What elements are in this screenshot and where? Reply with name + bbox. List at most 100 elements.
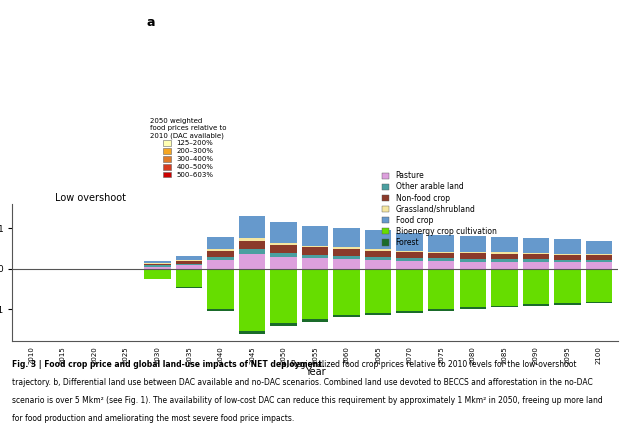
Bar	[491, 252, 517, 254]
Bar	[144, 265, 171, 266]
Bar	[554, 269, 580, 303]
Bar	[554, 260, 580, 262]
Bar	[176, 261, 202, 264]
Bar	[333, 269, 360, 315]
Bar	[428, 258, 454, 261]
Bar	[270, 222, 297, 243]
Bar	[428, 253, 454, 258]
Bar	[428, 269, 454, 309]
Bar	[365, 257, 391, 260]
Bar	[176, 287, 202, 288]
Bar	[459, 253, 486, 259]
Bar	[207, 269, 234, 309]
Bar	[365, 251, 391, 257]
Bar	[270, 269, 297, 323]
Bar	[522, 262, 549, 269]
Bar	[585, 263, 612, 269]
Bar	[239, 250, 265, 254]
Bar	[176, 257, 202, 260]
Bar	[428, 251, 454, 253]
Bar	[365, 269, 391, 313]
Bar	[522, 253, 549, 254]
Bar	[239, 254, 265, 269]
Text: scenario is over 5 Mkm² (see Fig. 1). The availability of low-cost DAC can reduc: scenario is over 5 Mkm² (see Fig. 1). Th…	[12, 396, 603, 405]
Bar	[302, 258, 328, 269]
Bar	[396, 258, 423, 261]
Bar	[333, 228, 360, 247]
Bar	[459, 307, 486, 308]
Bar	[365, 313, 391, 315]
Bar	[522, 304, 549, 306]
Bar	[270, 323, 297, 326]
Bar	[459, 259, 486, 262]
Text: for food production and ameliorating the most severe food price impacts.: for food production and ameliorating the…	[12, 414, 295, 423]
Text: trajectory. b, Differential land use between DAC available and no-DAC scenarios.: trajectory. b, Differential land use bet…	[12, 378, 593, 387]
Bar	[396, 233, 423, 251]
Bar	[176, 265, 202, 269]
Bar	[491, 254, 517, 259]
Bar	[585, 255, 612, 260]
Bar	[491, 237, 517, 252]
Bar	[239, 216, 265, 238]
Text: a, Regionalized food crop prices relative to 2010 levels for the low-overshoot: a, Regionalized food crop prices relativ…	[279, 360, 577, 369]
Bar	[459, 262, 486, 269]
Bar	[396, 252, 423, 258]
Bar	[207, 257, 234, 260]
Bar	[333, 249, 360, 256]
Bar	[491, 269, 517, 306]
Bar	[554, 255, 580, 260]
Bar	[302, 269, 328, 319]
Bar	[144, 261, 171, 263]
Bar	[522, 259, 549, 262]
Bar	[396, 269, 423, 311]
Bar	[207, 251, 234, 257]
Bar	[302, 246, 328, 248]
Bar	[365, 249, 391, 251]
Bar	[396, 311, 423, 313]
Bar	[459, 236, 486, 252]
Bar	[554, 262, 580, 269]
Bar	[333, 247, 360, 249]
Bar	[396, 261, 423, 269]
Bar	[239, 331, 265, 334]
Text: a: a	[147, 16, 155, 29]
Bar	[207, 250, 234, 251]
Bar	[270, 245, 297, 253]
Bar	[365, 230, 391, 249]
Bar	[491, 262, 517, 269]
Bar	[239, 241, 265, 250]
Bar	[176, 264, 202, 265]
Bar	[585, 260, 612, 263]
Bar	[302, 248, 328, 255]
Bar	[365, 260, 391, 269]
Bar	[207, 260, 234, 269]
Text: Low overshoot: Low overshoot	[55, 193, 126, 203]
Bar	[428, 309, 454, 311]
Bar	[554, 254, 580, 255]
Bar	[491, 306, 517, 308]
Legend: 125–200%, 200–300%, 300–400%, 400–500%, 500–603%: 125–200%, 200–300%, 300–400%, 400–500%, …	[147, 115, 230, 181]
Legend: Pasture, Other arable land, Non-food crop, Grassland/shrubland, Food crop, Bioen: Pasture, Other arable land, Non-food cro…	[379, 169, 499, 249]
Bar	[554, 303, 580, 305]
Bar	[585, 254, 612, 255]
Bar	[144, 266, 171, 269]
Bar	[302, 226, 328, 246]
Bar	[522, 269, 549, 304]
Bar	[333, 259, 360, 269]
Bar	[333, 315, 360, 317]
Bar	[239, 269, 265, 331]
Bar	[396, 251, 423, 252]
Bar	[522, 254, 549, 259]
X-axis label: Year: Year	[305, 367, 326, 377]
Bar	[144, 264, 171, 265]
Bar	[207, 309, 234, 311]
Bar	[585, 241, 612, 254]
Bar	[302, 319, 328, 322]
Bar	[144, 269, 171, 279]
Text: Fig. 3 | Food crop price and global land-use impacts of NET deployment.: Fig. 3 | Food crop price and global land…	[12, 360, 325, 369]
Bar	[522, 238, 549, 253]
Bar	[270, 253, 297, 257]
Bar	[428, 235, 454, 251]
Bar	[459, 269, 486, 307]
Bar	[302, 255, 328, 258]
